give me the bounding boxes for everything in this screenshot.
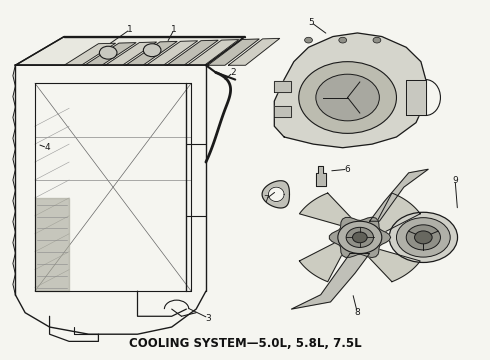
Polygon shape <box>292 253 369 309</box>
Text: 3: 3 <box>205 314 211 323</box>
Polygon shape <box>375 193 420 234</box>
Circle shape <box>316 74 379 121</box>
Circle shape <box>352 232 367 243</box>
Polygon shape <box>105 42 157 65</box>
Text: 5: 5 <box>308 18 314 27</box>
Polygon shape <box>299 193 355 226</box>
Text: 6: 6 <box>345 165 350 174</box>
Polygon shape <box>147 41 197 65</box>
Circle shape <box>415 231 432 244</box>
Polygon shape <box>64 43 116 65</box>
Circle shape <box>305 37 313 43</box>
Text: COOLING SYSTEM—5.0L, 5.8L, 7.5L: COOLING SYSTEM—5.0L, 5.8L, 7.5L <box>129 337 361 350</box>
Text: 8: 8 <box>354 308 360 317</box>
Polygon shape <box>365 248 420 282</box>
Polygon shape <box>262 181 290 208</box>
Text: 9: 9 <box>452 176 458 185</box>
Polygon shape <box>35 198 69 291</box>
Text: 7: 7 <box>263 194 269 203</box>
Polygon shape <box>299 241 345 282</box>
Circle shape <box>99 46 117 59</box>
Circle shape <box>299 62 396 134</box>
Circle shape <box>373 37 381 43</box>
Polygon shape <box>274 33 426 148</box>
Text: 1: 1 <box>127 25 133 34</box>
Circle shape <box>144 44 161 57</box>
Polygon shape <box>316 166 326 186</box>
Circle shape <box>406 225 441 250</box>
Polygon shape <box>269 187 284 202</box>
Polygon shape <box>406 80 426 116</box>
Circle shape <box>338 221 382 253</box>
Text: 4: 4 <box>44 143 50 152</box>
Circle shape <box>396 218 450 257</box>
Circle shape <box>346 227 373 247</box>
Polygon shape <box>329 217 391 257</box>
Text: 2: 2 <box>230 68 236 77</box>
Polygon shape <box>208 39 259 65</box>
Polygon shape <box>126 41 177 65</box>
Polygon shape <box>15 37 245 65</box>
Polygon shape <box>187 40 239 65</box>
Polygon shape <box>228 39 280 65</box>
Circle shape <box>389 212 458 262</box>
Polygon shape <box>274 81 292 92</box>
Circle shape <box>339 37 346 43</box>
Text: 1: 1 <box>172 25 177 34</box>
Polygon shape <box>369 169 428 221</box>
Polygon shape <box>274 107 292 117</box>
Polygon shape <box>167 40 218 65</box>
Polygon shape <box>85 42 136 65</box>
